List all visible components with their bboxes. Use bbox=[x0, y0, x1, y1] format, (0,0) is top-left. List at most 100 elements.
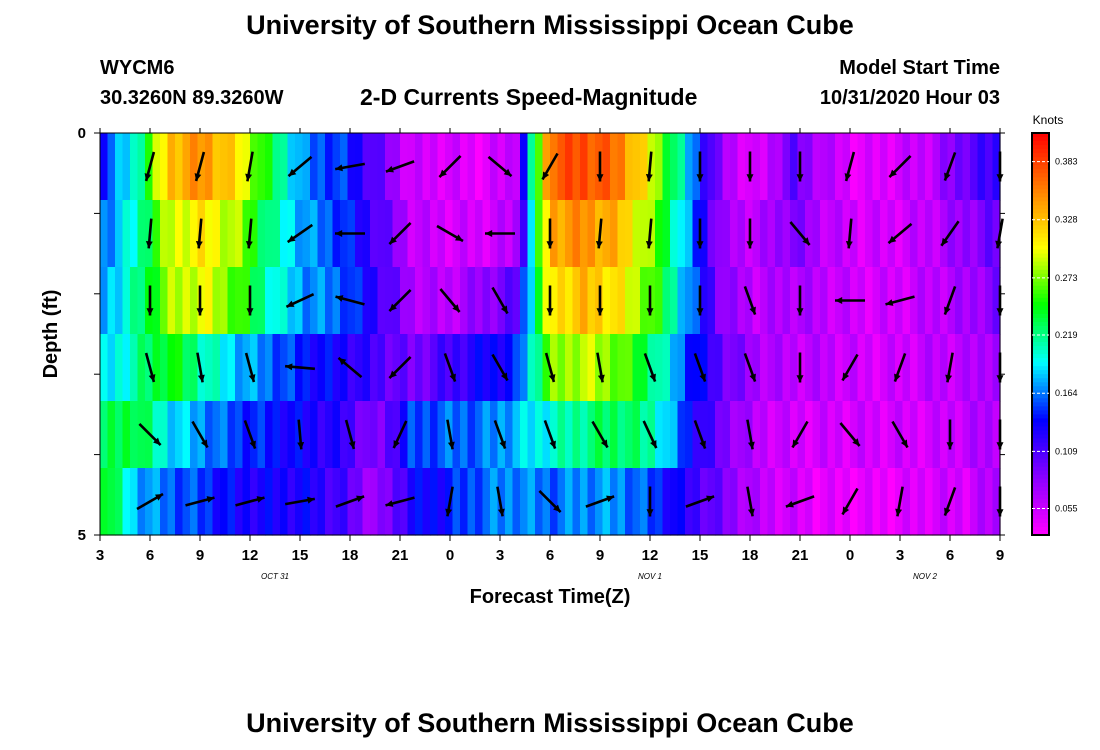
heatmap-cell bbox=[272, 200, 281, 268]
heatmap-cell bbox=[625, 267, 634, 335]
heatmap-cell bbox=[460, 401, 469, 469]
current-vector bbox=[445, 486, 454, 517]
colorbar-segment bbox=[1032, 137, 1049, 142]
heatmap-cell bbox=[820, 267, 829, 335]
heatmap-cell bbox=[955, 334, 964, 402]
heatmap-cell bbox=[812, 267, 821, 335]
heatmap-cell bbox=[415, 267, 424, 335]
colorbar-segment bbox=[1032, 329, 1049, 335]
heatmap-cell bbox=[430, 334, 439, 402]
current-vector bbox=[286, 223, 314, 244]
heatmap-cell bbox=[512, 200, 521, 268]
heatmap-cell bbox=[460, 468, 469, 536]
heatmap-cell bbox=[805, 133, 814, 201]
heatmap-cell bbox=[362, 200, 371, 268]
heatmap-cell bbox=[190, 267, 199, 335]
heatmap-cell bbox=[527, 468, 536, 536]
current-vector bbox=[284, 363, 316, 371]
heatmap-cell bbox=[355, 267, 364, 335]
heatmap-cell bbox=[662, 267, 671, 335]
heatmap-cell bbox=[602, 468, 611, 536]
heatmap-cell bbox=[902, 133, 911, 201]
heatmap-cell bbox=[332, 267, 341, 335]
current-vector bbox=[891, 420, 909, 449]
heatmap-cell bbox=[310, 468, 319, 536]
heatmap-cell bbox=[977, 401, 986, 469]
colorbar-segment bbox=[1032, 378, 1049, 383]
x-tick-label: 9 bbox=[596, 547, 604, 564]
heatmap-cell bbox=[115, 267, 124, 335]
heatmap-cell bbox=[362, 334, 371, 402]
heatmap-cell bbox=[910, 200, 919, 268]
current-vector bbox=[297, 419, 305, 450]
vector-head bbox=[248, 374, 256, 382]
heatmap-cell bbox=[857, 334, 866, 402]
heatmap-cell bbox=[827, 401, 836, 469]
heatmap-cell bbox=[842, 200, 851, 268]
heatmap-cell bbox=[775, 401, 784, 469]
colorbar-segment bbox=[1032, 430, 1049, 436]
current-vector bbox=[194, 151, 206, 182]
heatmap-cell bbox=[707, 133, 716, 201]
colorbar-segment bbox=[1032, 342, 1049, 347]
heatmap-cell bbox=[737, 401, 746, 469]
vector-head bbox=[646, 308, 654, 316]
heatmap-cell bbox=[310, 133, 319, 201]
heatmap-cell bbox=[430, 468, 439, 536]
x-tick-label: 21 bbox=[392, 547, 409, 564]
heatmap-cell bbox=[325, 468, 334, 536]
colorbar-segment bbox=[1032, 233, 1049, 239]
current-vector bbox=[138, 422, 162, 447]
heatmap-cell bbox=[385, 468, 394, 536]
heatmap-cell bbox=[550, 133, 559, 201]
heatmap-cell bbox=[670, 334, 679, 402]
heatmap-cell bbox=[520, 334, 529, 402]
heatmap-cell bbox=[940, 468, 949, 536]
current-vector bbox=[146, 285, 154, 316]
current-vector bbox=[646, 285, 654, 316]
heatmap-cell bbox=[662, 334, 671, 402]
heatmap-cell bbox=[122, 133, 131, 201]
heatmap-cell bbox=[482, 401, 491, 469]
heatmap-cell bbox=[572, 133, 581, 201]
heatmap-cell bbox=[700, 401, 709, 469]
heatmap-cell bbox=[797, 267, 806, 335]
current-vector bbox=[645, 218, 653, 249]
colorbar: 0.383 0.328 0.273 0.219 0.164 0.109 0.055 bbox=[1031, 132, 1078, 536]
vector-head bbox=[650, 440, 657, 449]
colorbar-segment bbox=[1032, 261, 1049, 267]
heatmap-cell bbox=[370, 334, 379, 402]
heatmap-cell bbox=[587, 468, 596, 536]
heatmap-cell bbox=[977, 200, 986, 268]
heatmap-cell bbox=[962, 133, 971, 201]
heatmap-cell bbox=[655, 334, 664, 402]
vector-head bbox=[335, 164, 343, 172]
x-tick-label: 15 bbox=[292, 547, 309, 564]
heatmap-cell bbox=[917, 133, 926, 201]
heatmap-cell bbox=[910, 401, 919, 469]
heatmap-cell bbox=[175, 133, 184, 201]
current-vector bbox=[591, 420, 609, 449]
heatmap-cell bbox=[550, 468, 559, 536]
heatmap-cell bbox=[790, 133, 799, 201]
heatmap-cell bbox=[880, 267, 889, 335]
heatmap-cell bbox=[752, 401, 761, 469]
heatmap-cell bbox=[977, 133, 986, 201]
x-tick-label: 0 bbox=[846, 547, 854, 564]
heatmap-cell bbox=[280, 267, 289, 335]
heatmap-cell bbox=[265, 468, 274, 536]
heatmap-cell bbox=[220, 200, 229, 268]
heatmap-cell bbox=[820, 334, 829, 402]
current-vector bbox=[841, 353, 859, 382]
heatmap-cell bbox=[130, 133, 139, 201]
heatmap-cell bbox=[835, 334, 844, 402]
heatmap-cell bbox=[992, 468, 1001, 536]
heatmap-cell bbox=[460, 267, 469, 335]
heatmap-cell bbox=[670, 200, 679, 268]
heatmap-cell bbox=[782, 401, 791, 469]
heatmap-cell bbox=[820, 468, 829, 536]
heatmap-cell bbox=[505, 334, 514, 402]
heatmap-cell bbox=[602, 200, 611, 268]
heatmap-cell bbox=[190, 200, 199, 268]
